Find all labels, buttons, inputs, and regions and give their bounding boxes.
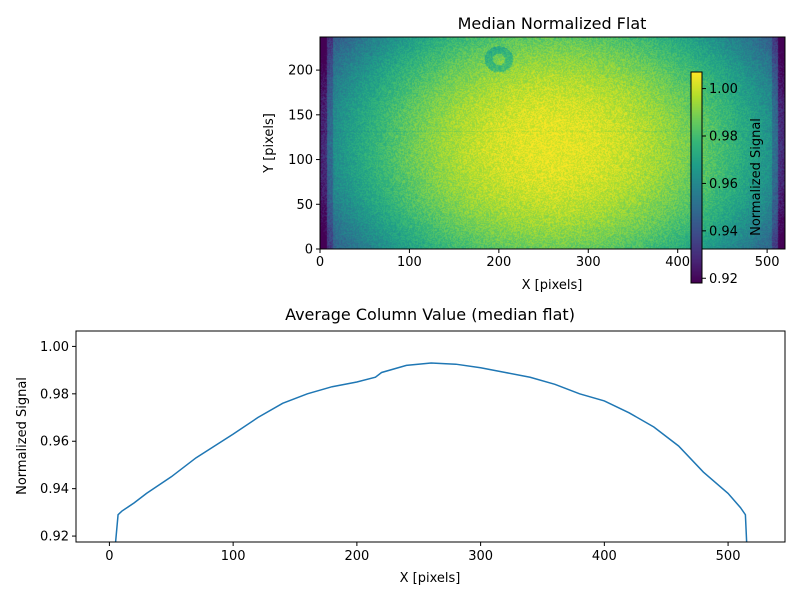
- line-x-tick-label: 0: [105, 549, 113, 564]
- heatmap-y-ticks: 0 50 100 150 200: [288, 64, 320, 258]
- heatmap-y-label: Y [pixels]: [262, 113, 277, 174]
- colorbar-ticks: 0.92 0.94 0.96 0.98 1.00: [702, 82, 738, 287]
- heatmap-x-ticks: 0 100 200 300 400 500: [316, 249, 780, 270]
- line-x-tick-label: 500: [716, 549, 741, 564]
- line-chart-title: Average Column Value (median flat): [285, 305, 575, 324]
- heatmap-y-tick-label: 100: [288, 153, 313, 168]
- heatmap-panel: Median Normalized Flat 0 100 200 300 400 500 …: [262, 14, 786, 293]
- heatmap-x-tick-label: 0: [316, 255, 324, 270]
- line-y-ticks: 0.92 0.94 0.96 0.98 1.00: [40, 340, 76, 545]
- colorbar-tick-label: 0.98: [709, 130, 738, 145]
- line-y-label: Normalized Signal: [15, 377, 30, 495]
- heatmap-frame: [319, 36, 786, 250]
- line-y-tick-label: 0.98: [40, 387, 69, 402]
- line-x-ticks: 0 100 200 300 400 500: [105, 542, 740, 564]
- heatmap-x-tick-label: 100: [397, 255, 422, 270]
- colorbar-tick-label: 1.00: [709, 82, 738, 97]
- line-x-tick-label: 100: [221, 549, 246, 564]
- heatmap-y-tick-label: 150: [288, 108, 313, 123]
- heatmap-title: Median Normalized Flat: [458, 14, 647, 33]
- line-frame: [75, 330, 786, 543]
- heatmap-x-label: X [pixels]: [522, 278, 583, 293]
- line-series: [114, 362, 748, 542]
- line-x-tick-label: 300: [468, 549, 493, 564]
- colorbar-label: Normalized Signal: [749, 118, 764, 236]
- colorbar-tick-label: 0.96: [709, 177, 738, 192]
- heatmap-y-tick-label: 50: [296, 198, 313, 213]
- heatmap-x-tick-label: 300: [576, 255, 601, 270]
- heatmap-x-tick-label: 500: [755, 255, 780, 270]
- heatmap-y-tick-label: 0: [305, 243, 313, 258]
- heatmap-y-tick-label: 200: [288, 64, 313, 79]
- line-y-tick-label: 0.94: [40, 482, 69, 497]
- line-y-tick-label: 1.00: [40, 340, 69, 355]
- colorbar-tick-label: 0.92: [709, 272, 738, 287]
- line-x-tick-label: 200: [344, 549, 369, 564]
- line-y-tick-label: 0.96: [40, 435, 69, 450]
- line-x-label: X [pixels]: [400, 571, 461, 586]
- heatmap-image: [320, 37, 785, 249]
- line-x-tick-label: 400: [592, 549, 617, 564]
- line-y-tick-label: 0.92: [40, 530, 69, 545]
- line-panel: Average Column Value (median flat) 0 100 2…: [15, 305, 786, 586]
- colorbar-frame: [690, 71, 703, 284]
- heatmap-x-tick-label: 200: [486, 255, 511, 270]
- colorbar-gradient: [691, 72, 702, 283]
- heatmap-x-tick-label: 400: [665, 255, 690, 270]
- colorbar-tick-label: 0.94: [709, 224, 738, 239]
